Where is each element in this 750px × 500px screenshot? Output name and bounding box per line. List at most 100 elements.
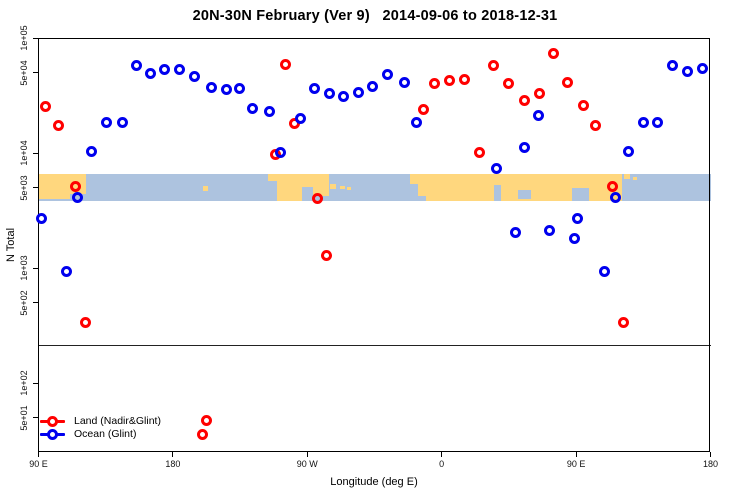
map-land-patch	[312, 174, 329, 196]
data-point-land	[562, 77, 574, 89]
y-tick-mark	[33, 267, 38, 269]
x-tick-mark	[441, 452, 443, 457]
data-point-ocean	[652, 116, 664, 128]
y-tick-label: 5e+02	[19, 289, 29, 316]
data-point-land	[607, 181, 619, 193]
data-point-ocean	[682, 66, 694, 78]
data-point-ocean	[532, 110, 544, 122]
x-tick-mark	[710, 452, 711, 457]
map-land-patch	[410, 174, 419, 184]
data-point-ocean	[263, 105, 275, 117]
legend-item-label: Land (Nadir&Glint)	[74, 414, 161, 427]
x-tick-label: 180	[702, 459, 719, 469]
map-ocean-notch	[572, 188, 590, 201]
x-tick-label: 90 W	[296, 459, 318, 469]
data-point-land	[590, 119, 602, 131]
data-point-land	[502, 78, 514, 90]
map-land-patch	[268, 174, 279, 182]
map-land-patch	[624, 174, 630, 180]
data-point-ocean	[323, 87, 335, 99]
map-land-patch	[329, 183, 336, 189]
data-point-ocean	[159, 64, 171, 76]
data-point-ocean	[275, 147, 287, 158]
data-point-land	[312, 193, 324, 205]
plot-box	[38, 38, 710, 452]
y-tick-label: 1e+02	[19, 370, 29, 396]
data-point-ocean	[206, 82, 218, 94]
data-point-ocean	[308, 82, 320, 94]
data-point-land	[201, 415, 213, 427]
y-tick-label: 5e+01	[19, 404, 29, 431]
y-tick-label: 5e+04	[19, 59, 29, 86]
data-point-ocean	[188, 70, 200, 82]
world-map-band	[38, 174, 711, 201]
data-point-ocean	[131, 60, 143, 72]
map-land-patch	[340, 185, 345, 190]
data-point-land	[488, 60, 500, 72]
y-tick-mark	[33, 382, 38, 384]
x-tick-mark	[172, 452, 174, 457]
y-tick-mark	[33, 72, 38, 74]
data-point-ocean	[86, 146, 98, 158]
data-point-land	[473, 147, 485, 158]
y-tick-label: 1e+04	[19, 140, 29, 166]
data-point-ocean	[518, 142, 530, 154]
x-tick-label: 0	[439, 459, 445, 469]
data-point-land	[321, 250, 333, 262]
data-point-ocean	[367, 81, 379, 93]
x-axis-title: Longitude (deg E)	[330, 476, 418, 488]
y-tick-label: 5e+03	[19, 174, 29, 201]
y-tick-mark	[33, 187, 38, 189]
data-point-land	[417, 104, 429, 116]
y-tick-mark	[33, 37, 38, 39]
x-tick-mark	[575, 452, 577, 457]
data-point-ocean	[116, 116, 128, 128]
data-point-land	[533, 88, 545, 100]
data-point-land	[617, 317, 629, 329]
map-land-patch	[347, 186, 352, 191]
data-point-ocean	[382, 68, 394, 80]
data-point-ocean	[666, 60, 678, 72]
data-point-land	[577, 100, 589, 112]
data-point-ocean	[145, 67, 157, 79]
data-point-land	[52, 119, 64, 131]
data-point-land	[70, 181, 82, 193]
data-point-ocean	[352, 86, 364, 98]
data-point-ocean	[72, 192, 84, 204]
map-land-patch	[632, 177, 638, 181]
data-point-ocean	[173, 64, 185, 76]
data-point-ocean	[398, 76, 410, 88]
map-land-patch	[276, 174, 302, 201]
data-point-ocean	[510, 226, 522, 238]
data-point-land	[40, 100, 52, 112]
x-tick-label: 90 E	[566, 459, 586, 469]
x-tick-label: 180	[165, 459, 181, 469]
data-point-ocean	[247, 102, 259, 114]
data-point-land	[196, 428, 208, 440]
legend-item-label: Ocean (Glint)	[74, 428, 137, 440]
map-land-patch	[203, 186, 208, 191]
data-point-ocean	[622, 146, 634, 158]
x-tick-mark	[38, 452, 39, 457]
legend-marker-circle	[47, 415, 58, 427]
data-point-ocean	[35, 212, 47, 224]
map-ocean-notch	[493, 185, 501, 201]
data-point-land	[518, 94, 530, 106]
map-land-patch	[301, 174, 314, 188]
x-tick-label: 90 E	[29, 459, 48, 469]
data-point-ocean	[101, 116, 113, 128]
data-point-ocean	[598, 265, 610, 277]
y-tick-label: 1e+05	[19, 25, 29, 51]
data-point-ocean	[543, 224, 555, 236]
legend-marker-circle	[47, 429, 58, 440]
data-point-land	[443, 75, 455, 87]
data-point-land	[280, 58, 292, 70]
data-point-ocean	[61, 265, 73, 277]
y-tick-label: 1e+03	[19, 255, 29, 281]
data-point-ocean	[233, 82, 245, 94]
y-tick-mark	[33, 417, 38, 419]
map-ocean-notch	[518, 189, 531, 200]
data-point-ocean	[410, 117, 422, 129]
data-point-ocean	[696, 62, 708, 74]
